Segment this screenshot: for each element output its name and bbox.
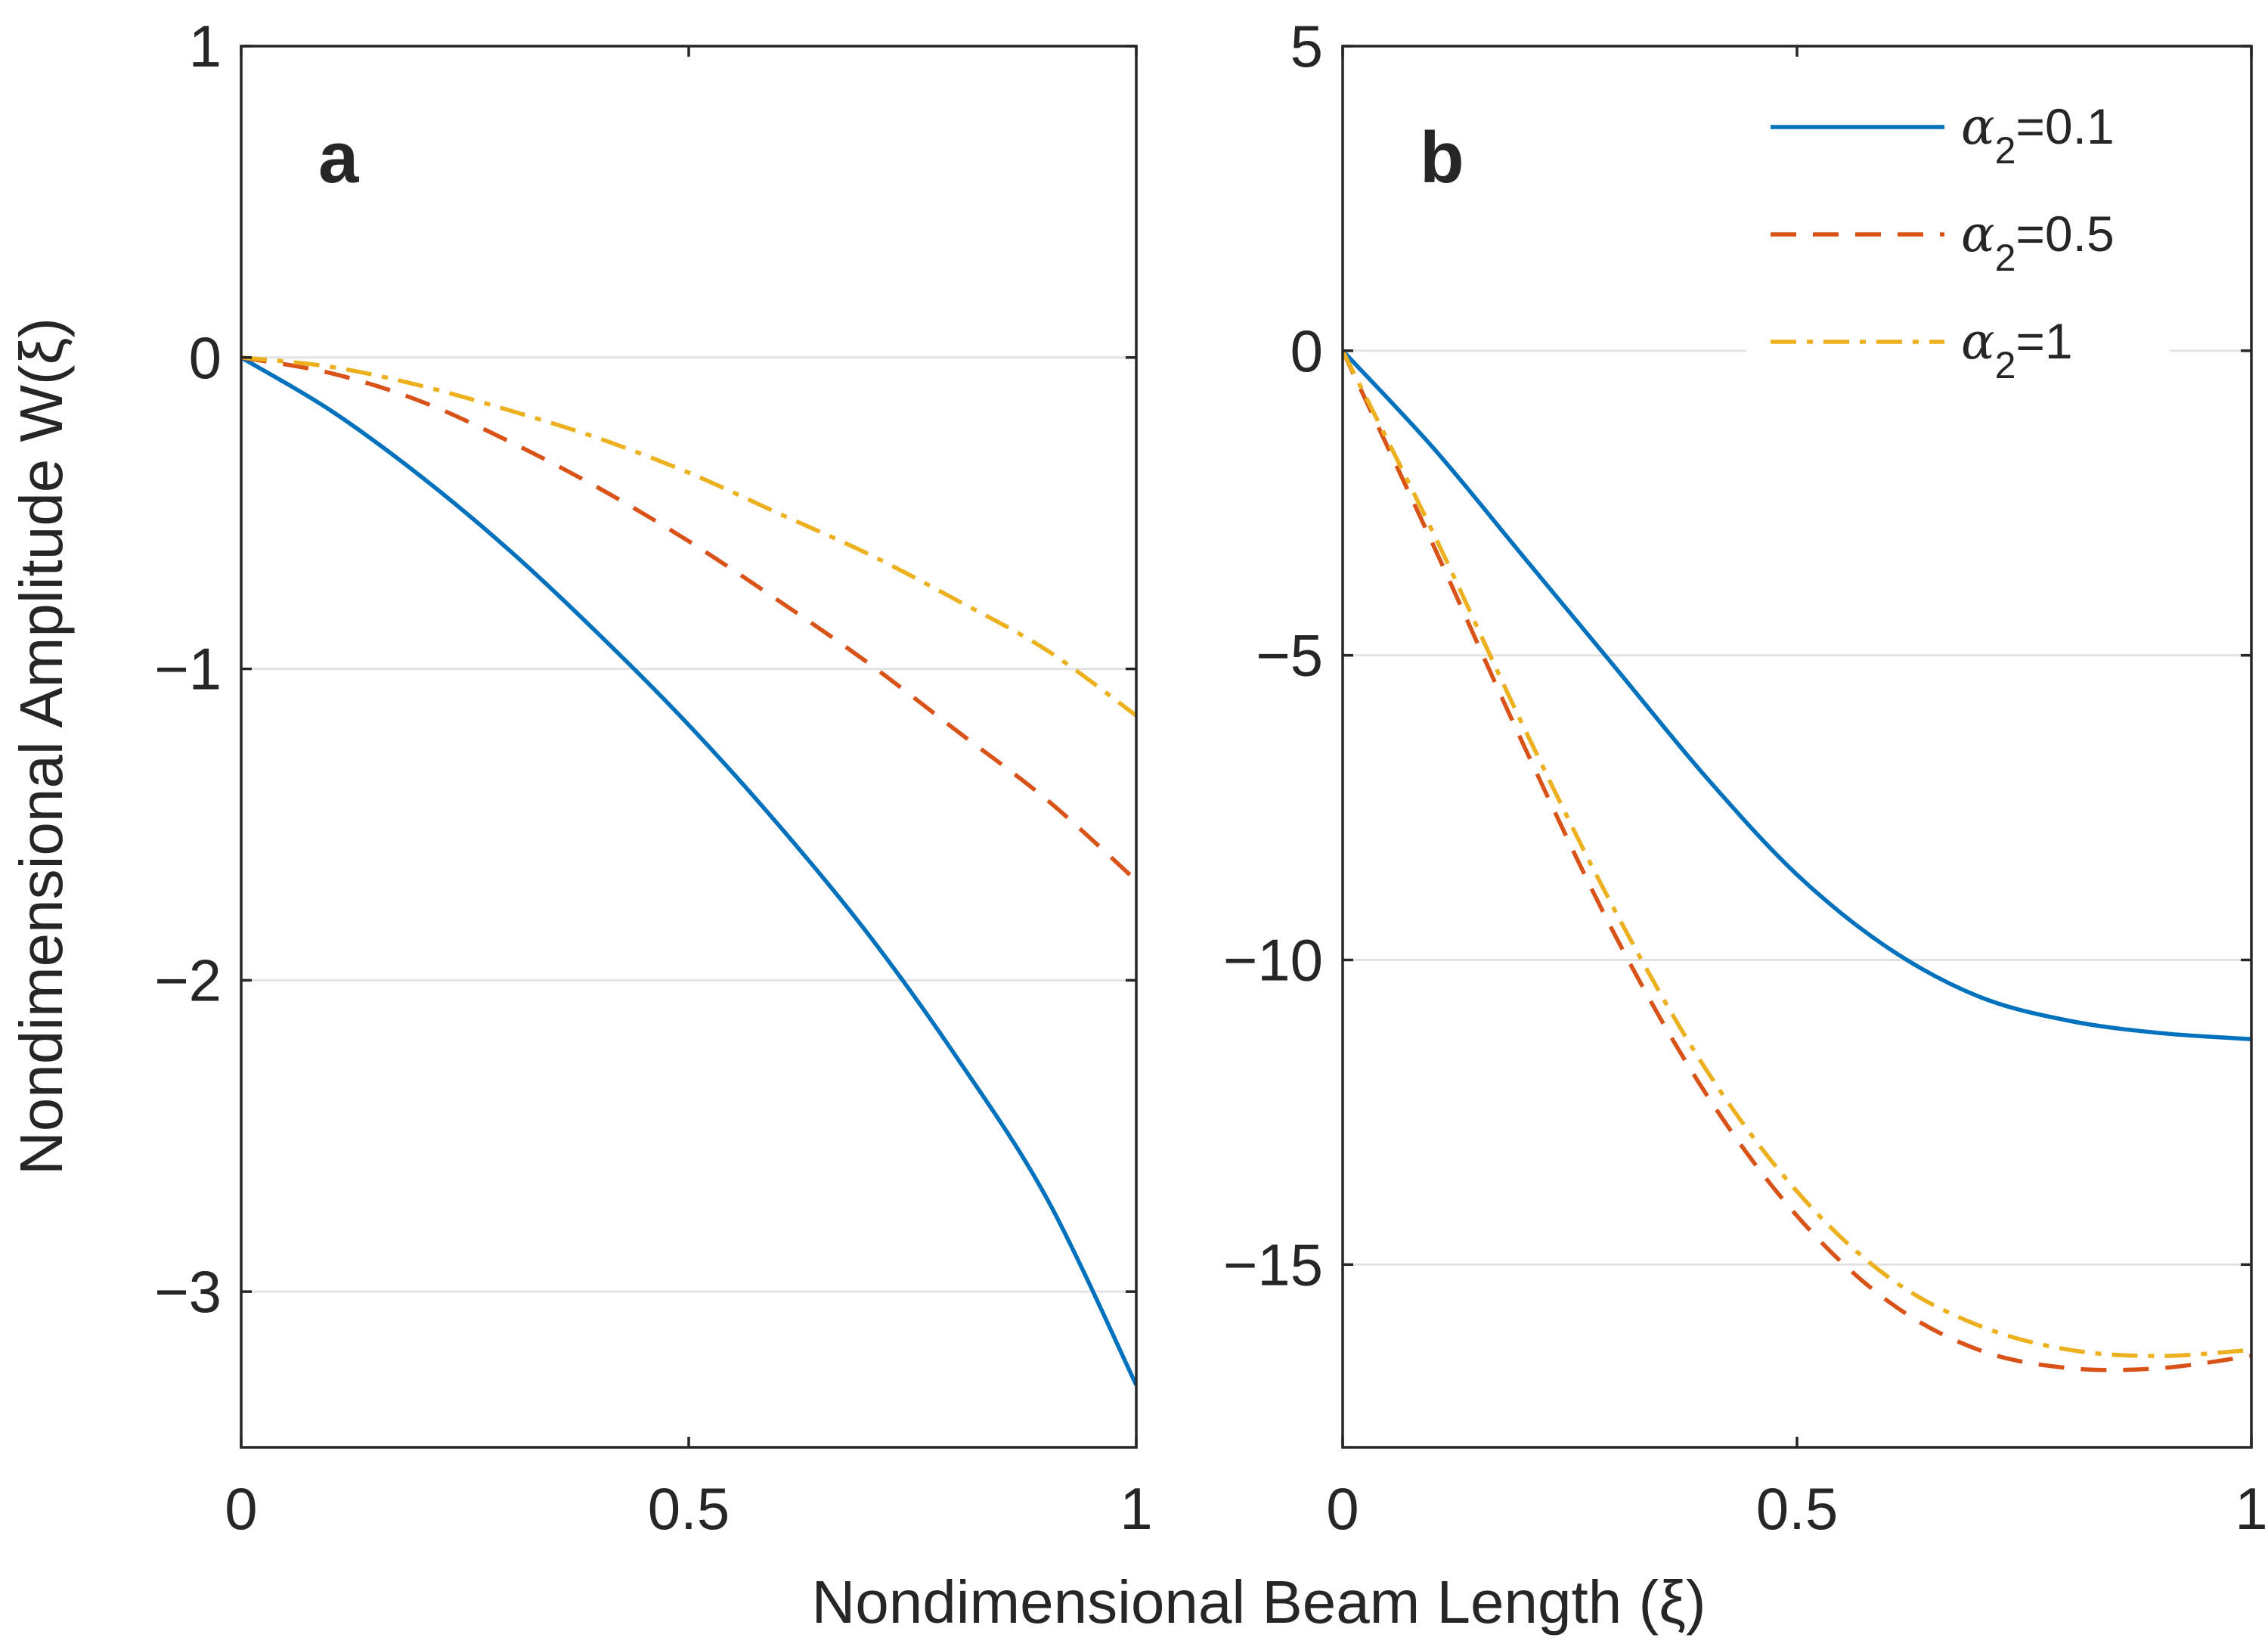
series-line-3: [241, 355, 1136, 718]
y-tick-label: −15: [1223, 1231, 1323, 1298]
y-tick-label: 0: [189, 324, 222, 391]
panel-a: 1 0 −1 −2 −3 0 0.5 1 a: [154, 13, 1153, 1542]
x-tick-label: 1: [2235, 1475, 2267, 1542]
legend-label: α2=0.5: [1961, 205, 2115, 279]
x-tick-label: 1: [1120, 1475, 1152, 1542]
x-tick-label: 0: [1326, 1475, 1359, 1542]
y-axis-title: Nondimensional Amplitude W(ξ): [8, 318, 75, 1175]
x-tick-label: 0.5: [1756, 1475, 1838, 1542]
x-axis-title: Nondimensional Beam Length (ξ): [811, 1568, 1706, 1636]
series-line-3: [1343, 349, 2251, 1358]
panel-label: b: [1420, 117, 1464, 198]
y-tick-label: −3: [154, 1258, 222, 1325]
y-tick-label: 5: [1290, 13, 1323, 79]
legend-label: α2=1: [1961, 312, 2073, 386]
y-tick-label: 0: [1290, 318, 1323, 384]
series-group: [241, 355, 1136, 1386]
series-line-1: [241, 355, 1136, 1386]
series-line-2: [1343, 349, 2251, 1372]
series-group: [1343, 349, 2251, 1372]
y-tick-label: −2: [154, 947, 222, 1013]
legend-box: [1746, 85, 2170, 358]
series-line-1: [1343, 349, 2251, 1041]
legend-label: α2=0.1: [1961, 98, 2115, 172]
panel-label: a: [318, 117, 359, 198]
y-tick-label: −5: [1256, 622, 1323, 689]
series-line-2: [241, 355, 1136, 882]
x-tick-label: 0: [225, 1475, 257, 1542]
y-tick-label: −1: [154, 636, 222, 702]
legend: α2=0.1 α2=0.5 α2=1: [1746, 85, 2170, 386]
plot-area: [241, 46, 1136, 1447]
x-tick-label: 0.5: [648, 1475, 730, 1542]
y-tick-label: −10: [1223, 926, 1323, 993]
y-tick-label: 1: [189, 13, 222, 79]
